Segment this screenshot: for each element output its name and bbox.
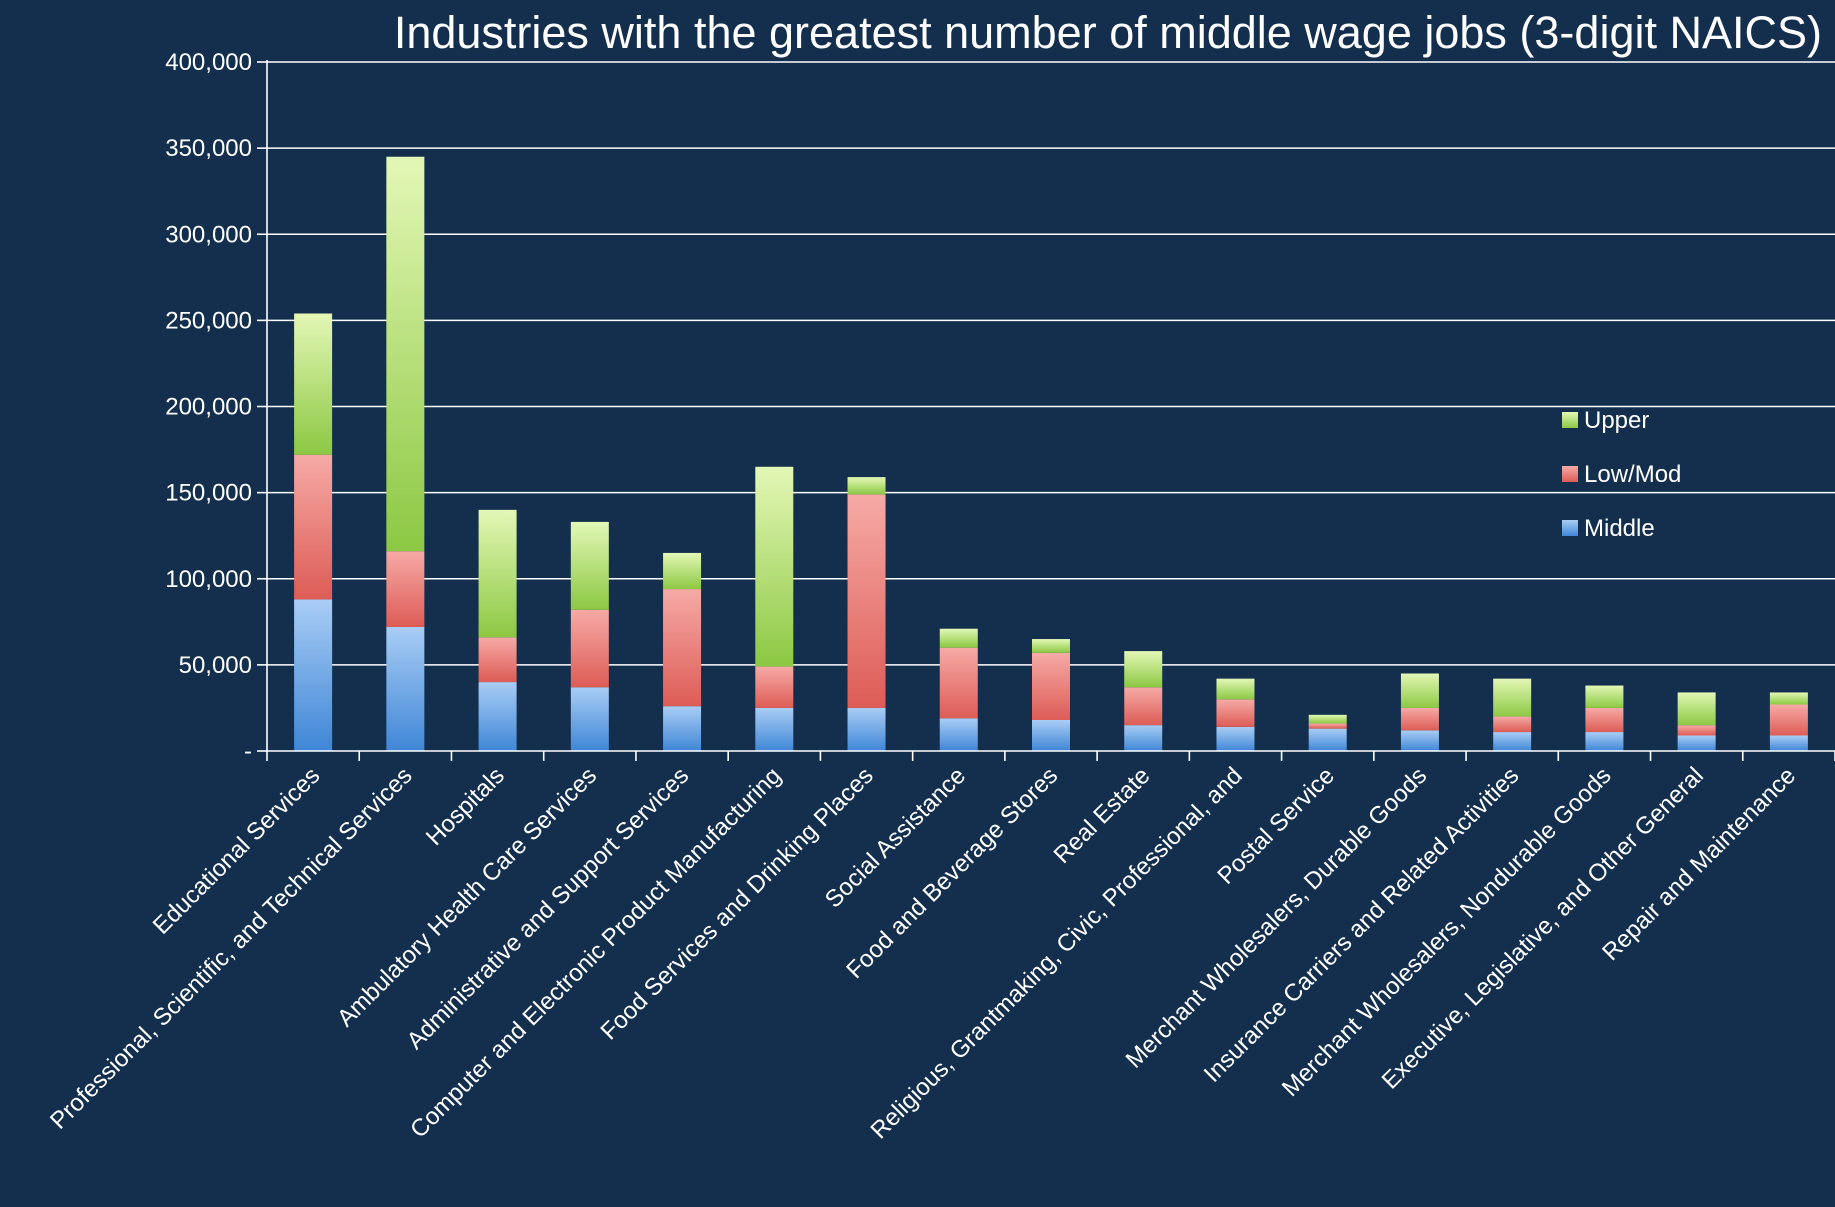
bar-segment-middle: [1308, 728, 1347, 751]
bar-segment-upper: [1493, 678, 1532, 717]
bar-segment-middle: [570, 687, 609, 751]
y-tick-label: 100,000: [165, 566, 252, 593]
bar-segment-low-mod: [755, 666, 794, 708]
bar-segment-upper: [570, 521, 609, 610]
bar-segment-upper: [1585, 685, 1624, 708]
bar-segment-upper: [847, 477, 886, 495]
bar-segment-upper: [1400, 673, 1439, 708]
x-category-label: Repair and Maintenance: [1597, 762, 1801, 966]
bar-segment-upper: [939, 628, 978, 648]
chart-title: Industries with the greatest number of m…: [394, 7, 1822, 58]
bar-segment-middle: [294, 599, 333, 751]
bar-segment-low-mod: [570, 609, 609, 688]
bar-segment-low-mod: [1677, 725, 1716, 736]
bar-segment-low-mod: [294, 454, 333, 600]
bar-segment-upper: [478, 509, 517, 638]
bar-segment-middle: [386, 626, 425, 751]
y-tick-label: 150,000: [165, 480, 252, 507]
bar-segment-middle: [1124, 725, 1163, 751]
x-category-label: Professional, Scientific, and Technical …: [45, 762, 418, 1135]
bar-segment-upper: [1308, 714, 1347, 724]
legend-label: Low/Mod: [1584, 461, 1681, 488]
y-tick-label: 350,000: [165, 135, 252, 162]
bar-segment-low-mod: [1216, 699, 1255, 727]
bar-segment-middle: [1400, 730, 1439, 751]
bar-segment-upper: [1032, 639, 1070, 653]
bar-segment-low-mod: [847, 494, 886, 708]
bar-segment-low-mod: [478, 637, 517, 683]
bars: [294, 156, 1808, 751]
bar-segment-low-mod: [1308, 723, 1347, 729]
bar-segment-low-mod: [663, 589, 702, 707]
bar-segment-low-mod: [386, 551, 425, 627]
y-tick-label: -: [244, 738, 252, 765]
bar-segment-middle: [1216, 726, 1255, 751]
bar-segment-low-mod: [1400, 707, 1439, 731]
legend: Upper Low/Mod Middle: [1562, 407, 1681, 542]
legend-label: Middle: [1584, 515, 1655, 542]
bar-segment-middle: [1585, 732, 1624, 751]
legend-label: Upper: [1584, 407, 1649, 434]
y-tick-label: 50,000: [179, 652, 252, 679]
bar-segment-upper: [294, 313, 333, 455]
bar-segment-middle: [939, 718, 978, 751]
bar-segment-low-mod: [1124, 687, 1163, 726]
gridlines: [267, 61, 1835, 666]
bar-segment-upper: [1769, 692, 1808, 705]
y-tick-label: 250,000: [165, 307, 252, 334]
bar-segment-middle: [847, 707, 886, 751]
x-category-label: Insurance Carriers and Related Activitie…: [1199, 762, 1525, 1088]
bar-segment-upper: [1677, 692, 1716, 726]
bar-segment-middle: [1032, 719, 1070, 751]
y-tick-label: 300,000: [165, 221, 252, 248]
x-category-label: Merchant Wholesalers, Nondurable Goods: [1277, 762, 1617, 1102]
bar-segment-middle: [1677, 735, 1716, 751]
bar-segment-middle: [1493, 732, 1532, 751]
legend-swatch: [1562, 466, 1578, 482]
bar-segment-middle: [663, 706, 702, 751]
bar-segment-upper: [663, 552, 702, 590]
x-category-label: Executive, Legislative, and Other Genera…: [1377, 762, 1709, 1094]
bar-segment-middle: [1769, 735, 1808, 751]
bar-segment-upper: [755, 466, 794, 667]
bar-segment-middle: [755, 707, 794, 751]
bar-segment-low-mod: [1769, 704, 1808, 736]
bar-segment-middle: [478, 682, 517, 751]
legend-swatch: [1562, 412, 1578, 428]
bar-segment-upper: [1216, 678, 1255, 700]
bar-segment-low-mod: [939, 647, 978, 719]
x-category-label: Hospitals: [421, 762, 510, 851]
y-axis: - 50,000 100,000 150,000 200,000 250,000 300,0…: [165, 49, 268, 765]
bar-segment-low-mod: [1032, 652, 1070, 720]
bar-segment-upper: [386, 156, 425, 552]
bar-segment-upper: [1124, 651, 1163, 688]
y-tick-label: 200,000: [165, 394, 252, 421]
bar-segment-low-mod: [1493, 716, 1532, 733]
legend-swatch: [1562, 520, 1578, 536]
x-category-label: Educational Services: [148, 762, 326, 940]
bar-segment-low-mod: [1585, 707, 1624, 733]
y-tick-label: 400,000: [165, 49, 252, 76]
